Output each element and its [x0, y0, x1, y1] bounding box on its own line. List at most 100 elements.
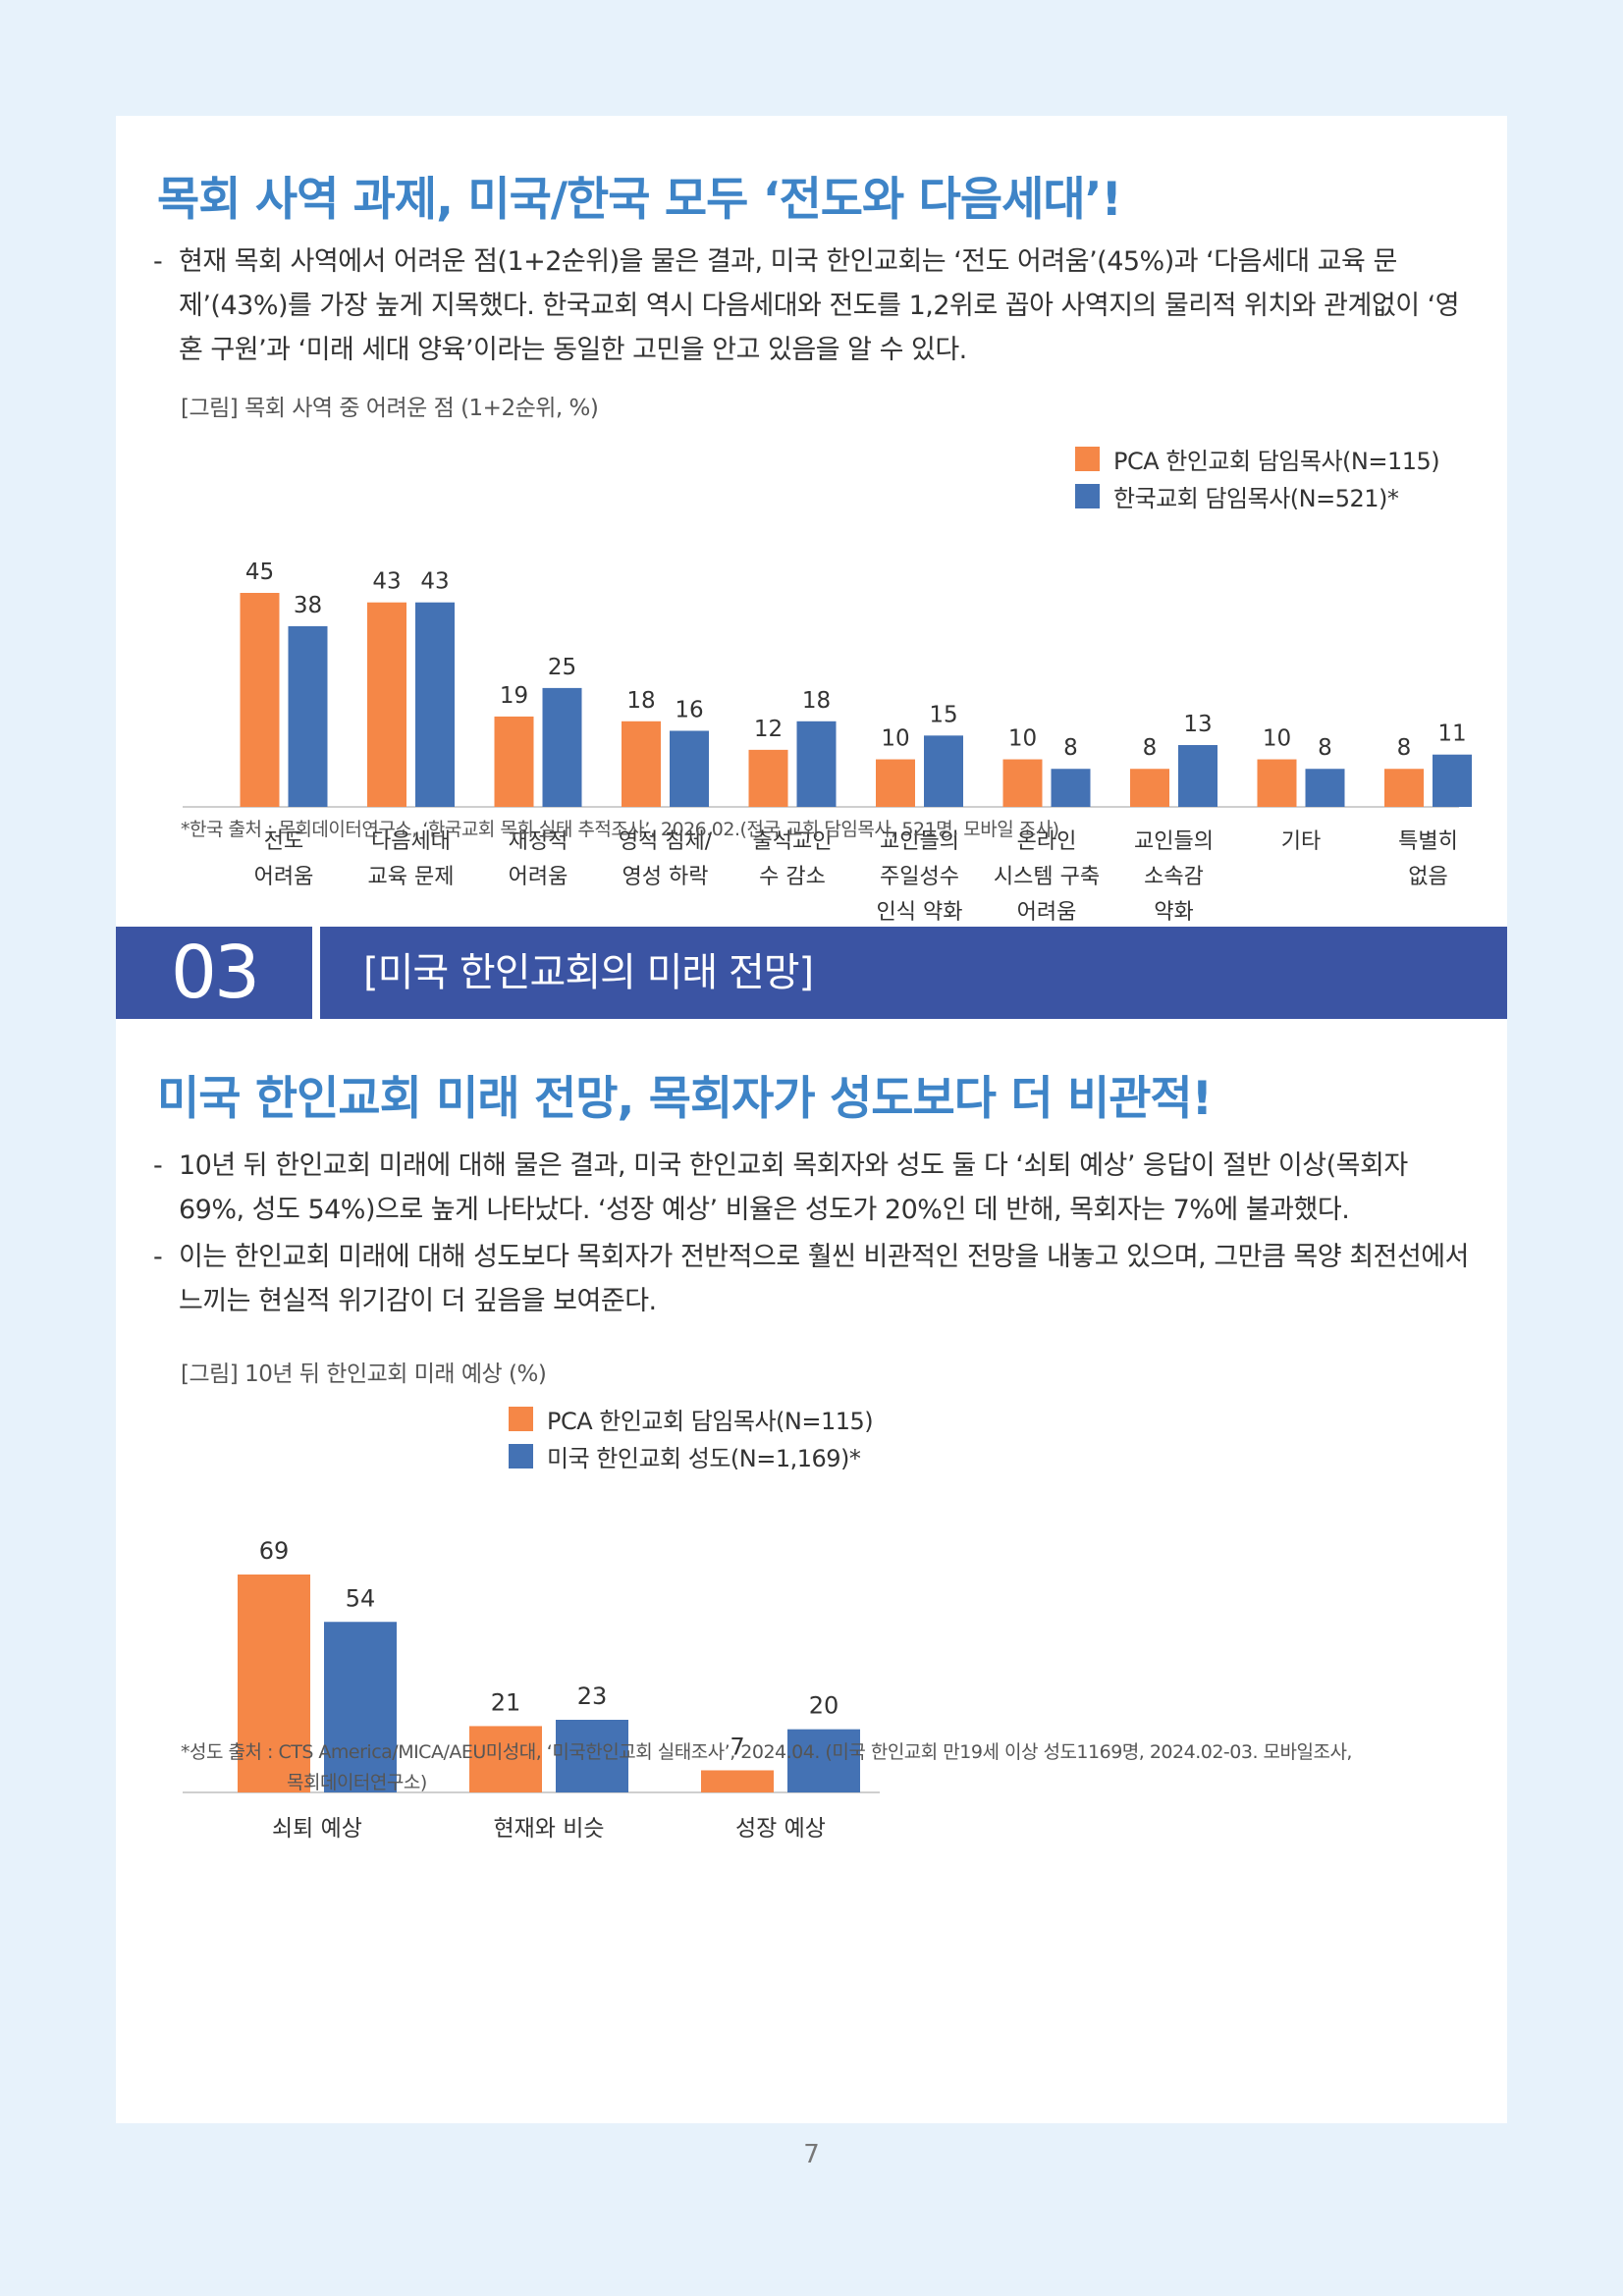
- section1-bullet-text: 현재 목회 사역에서 어려운 점(1+2순위)을 물은 결과, 미국 한인교회는…: [179, 246, 1460, 365]
- bar-secondary-8: [1305, 769, 1345, 807]
- bar-secondary-3: [670, 730, 709, 807]
- bullet-dash: -: [153, 1242, 163, 1272]
- category-label: 현재와 비슷: [493, 1816, 604, 1842]
- category-label: 기타: [1281, 829, 1321, 854]
- data-label: 11: [1437, 721, 1466, 747]
- data-label: 16: [675, 697, 703, 722]
- data-label: 13: [1183, 712, 1212, 737]
- figure2-source: *성도 출처 : CTS America/MICA/AEU미성대, ‘미국한인교…: [181, 1737, 1352, 1798]
- data-label: 45: [245, 560, 274, 585]
- data-label: 21: [491, 1688, 521, 1716]
- category-label: 영적 침체/: [619, 829, 713, 854]
- data-label: 7: [730, 1733, 744, 1760]
- category-label: 특별히: [1398, 829, 1458, 854]
- category-label: 전도: [264, 829, 303, 854]
- category-label: 수 감소: [759, 865, 826, 889]
- data-label: 20: [809, 1692, 839, 1720]
- bar-primary-7: [1130, 769, 1169, 807]
- legend-swatch: [1075, 483, 1100, 508]
- data-label: 10: [1008, 726, 1037, 752]
- figure2-source-line2: 목회데이터연구소): [287, 1772, 427, 1793]
- section2-bullet-1: - 10년 뒤 한인교회 미래에 대해 물은 결과, 미국 한인교회 목회자와 …: [153, 1144, 1469, 1232]
- section1-title: 목회 사역 과제, 미국/한국 모두 ‘전도와 다음세대’!: [157, 173, 1122, 227]
- section-header-title: [미국 한인교회의 미래 전망]: [320, 927, 1507, 1019]
- category-label: 교인들의: [880, 829, 959, 854]
- bar-primary-6: [1002, 759, 1043, 807]
- bar-primary-0: [238, 1575, 310, 1792]
- category-label: 약화: [1154, 900, 1193, 925]
- data-label: 8: [1143, 735, 1158, 761]
- bar-secondary-2: [787, 1729, 860, 1792]
- section2-title: 미국 한인교회 미래 전망, 목회자가 성도보다 더 비관적!: [157, 1072, 1213, 1126]
- category-label: 교인들의: [1134, 829, 1214, 854]
- bar-secondary-1: [415, 602, 455, 807]
- bar-secondary-6: [1051, 769, 1091, 807]
- category-label: 소속감: [1144, 865, 1204, 889]
- page-number: 7: [803, 2140, 820, 2169]
- bar-secondary-0: [288, 625, 328, 807]
- bar-secondary-1: [556, 1720, 628, 1792]
- legend-item: PCA 한인교회 담임목사(N=115): [1075, 440, 1440, 477]
- legend-item: 한국교회 담임목사(N=521)*: [1075, 477, 1439, 514]
- chart1-legend: PCA 한인교회 담임목사(N=115) 한국교회 담임목사(N=521)*: [1075, 440, 1440, 514]
- data-label: 23: [577, 1682, 608, 1710]
- section2-bullet-2: - 이는 한인교회 미래에 대해 성도보다 목회자가 전반적으로 훨씬 비관적인…: [153, 1235, 1469, 1323]
- data-label: 69: [259, 1537, 290, 1565]
- bar-secondary-4: [796, 721, 837, 807]
- data-label: 10: [881, 726, 909, 752]
- data-label: 25: [548, 655, 576, 680]
- figure2-caption: [그림] 10년 뒤 한인교회 미래 예상 (%): [181, 1362, 547, 1387]
- bar-primary-5: [876, 759, 915, 807]
- data-label: 15: [929, 702, 957, 727]
- data-label: 19: [500, 683, 528, 709]
- bar-primary-1: [469, 1726, 542, 1792]
- bar-primary-0: [240, 593, 280, 807]
- category-label: 쇠퇴 예상: [272, 1816, 362, 1842]
- legend-label: 미국 한인교회 성도(N=1,169)*: [547, 1444, 861, 1472]
- chart2-legend: PCA 한인교회 담임목사(N=115) 미국 한인교회 성도(N=1,169)*: [509, 1400, 874, 1474]
- legend-swatch: [509, 1443, 533, 1468]
- bar-primary-2: [494, 716, 534, 807]
- bar-secondary-0: [324, 1622, 397, 1792]
- legend-swatch: [509, 1406, 533, 1431]
- section2-bullet-2-text: 이는 한인교회 미래에 대해 성도보다 목회자가 전반적으로 훨씬 비관적인 전…: [179, 1242, 1469, 1316]
- section-header-bar: 03 [미국 한인교회의 미래 전망]: [116, 927, 1507, 1019]
- bar-primary-4: [748, 749, 788, 807]
- legend-label: 한국교회 담임목사(N=521)*: [1113, 484, 1399, 512]
- category-label: 재정적: [509, 829, 568, 854]
- report-page: 목회 사역 과제, 미국/한국 모두 ‘전도와 다음세대’! - 현재 목회 사…: [116, 116, 1507, 2123]
- data-label: 43: [372, 569, 401, 595]
- legend-label: PCA 한인교회 담임목사(N=115): [1113, 447, 1440, 475]
- bar-primary-3: [622, 721, 661, 807]
- category-label: 다음세대: [371, 829, 451, 854]
- data-label: 8: [1397, 735, 1412, 761]
- chart-church-future: 69 54 쇠퇴 예상 21 23 현재와 비슷 7 20 성장 예상: [183, 1392, 890, 1853]
- data-label: 54: [346, 1584, 376, 1612]
- data-label: 12: [754, 717, 783, 742]
- category-label: 출석교인: [753, 829, 833, 854]
- bar-primary-2: [701, 1770, 774, 1792]
- bullet-dash: -: [153, 246, 163, 277]
- category-label: 어려움: [254, 865, 314, 889]
- bar-secondary-5: [924, 735, 963, 807]
- data-label: 18: [626, 688, 655, 714]
- data-label: 10: [1263, 726, 1291, 752]
- bar-secondary-2: [542, 687, 582, 807]
- category-label: 주일성수: [880, 865, 959, 889]
- figure1-source: *한국 출처 : 목회데이터연구소, ‘한국교회 목회 실태 추적조사’, 20…: [181, 819, 1059, 840]
- data-label: 8: [1063, 735, 1078, 761]
- category-label: 없음: [1408, 865, 1447, 889]
- category-label: 온라인: [1017, 829, 1077, 854]
- legend-item: PCA 한인교회 담임목사(N=115): [509, 1400, 874, 1437]
- bar-primary-1: [367, 602, 406, 807]
- category-label: 어려움: [509, 865, 568, 889]
- data-label: 38: [294, 593, 322, 618]
- section1-bullet: - 현재 목회 사역에서 어려운 점(1+2순위)을 물은 결과, 미국 한인교…: [153, 240, 1469, 372]
- bullet-dash: -: [153, 1150, 163, 1181]
- figure2-source-line1: *성도 출처 : CTS America/MICA/AEU미성대, ‘미국한인교…: [181, 1741, 1352, 1763]
- data-label: 43: [420, 569, 449, 595]
- chart-ministry-difficulties: 45 38 전도 어려움 43 43 다음세대 교육 문제 19 25 재정적 어려움 18 16 영적 침…: [183, 428, 1488, 929]
- section-number: 03: [116, 927, 312, 1019]
- data-label: 18: [802, 688, 831, 714]
